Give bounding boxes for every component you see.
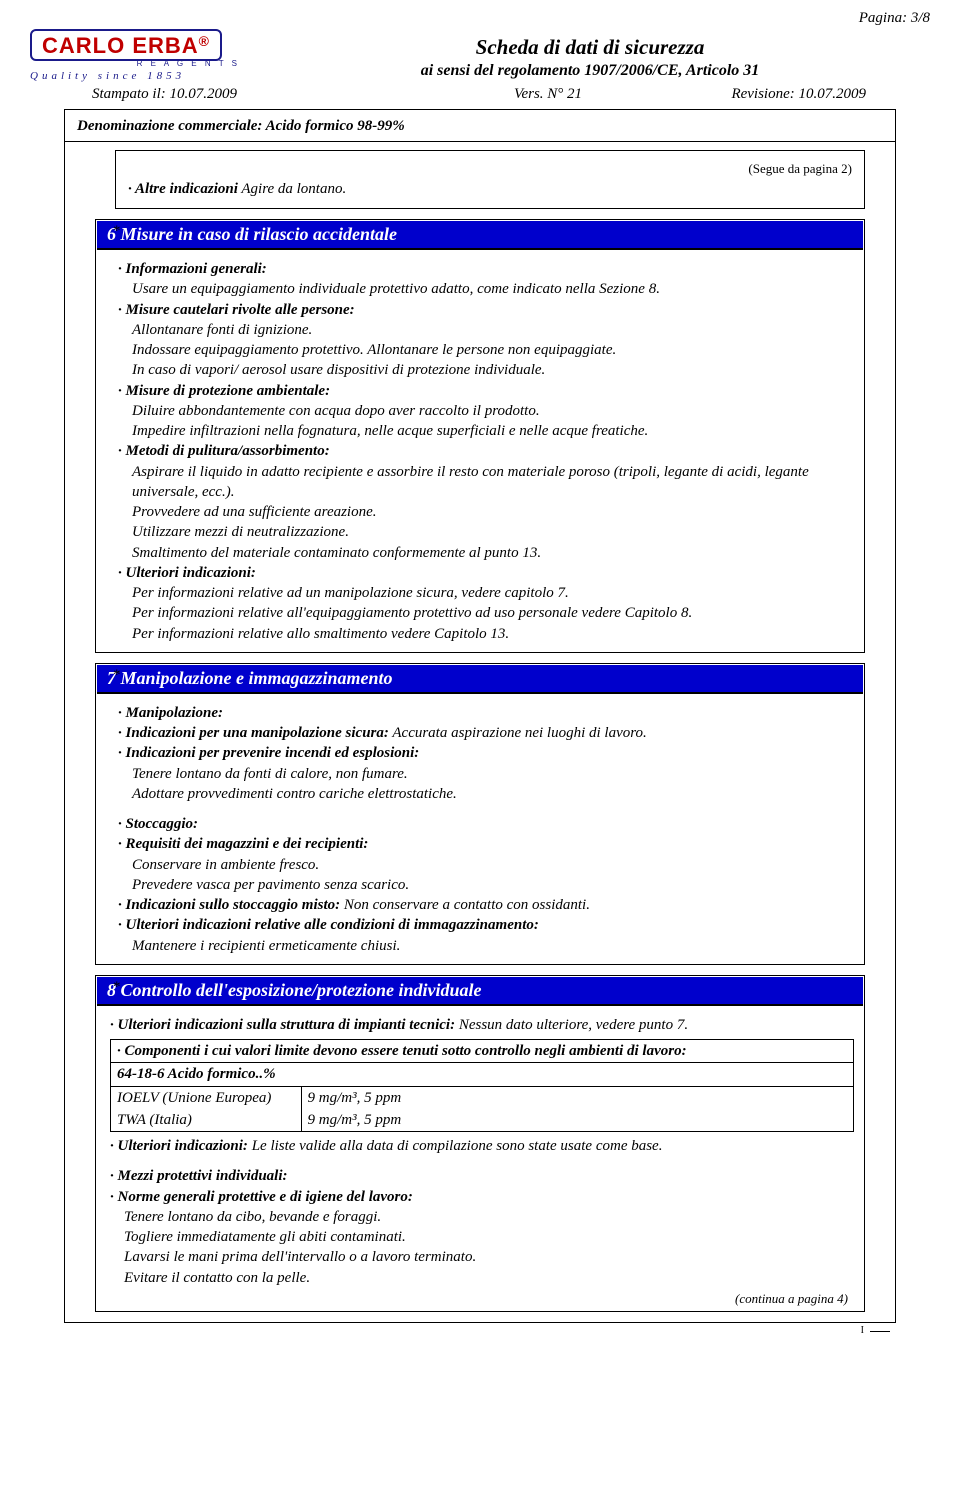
s6-item-line: In caso di vapori/ aerosol usare disposi…	[118, 360, 850, 380]
version: Vers. N° 21	[352, 86, 666, 103]
section-asterisk: *	[113, 223, 121, 240]
header: CARLO ERBA® R E A G E N T S Quality sinc…	[30, 29, 930, 82]
table-row: TWA (Italia) 9 mg/m³, 5 ppm	[111, 1109, 853, 1131]
substance-row: 64-18-6 Acido formico..%	[111, 1063, 853, 1086]
section-8-body: · Ulteriori indicazioni sulla struttura …	[96, 1007, 864, 1312]
printed-date: Stampato il: 10.07.2009	[92, 86, 352, 103]
s7-storage-label: · Stoccaggio:	[118, 816, 198, 832]
s6-item-label: · Misure di protezione ambientale:	[118, 383, 330, 399]
footer-mark: I	[30, 1325, 930, 1336]
s6-item-label: · Metodi di pulitura/assorbimento:	[118, 443, 330, 459]
section-8-header: 8 Controllo dell'esposizione/protezione …	[97, 977, 863, 1006]
limit-label: IOELV (Unione Europea)	[111, 1087, 301, 1109]
continue-to: (continua a pagina 4)	[110, 1288, 854, 1308]
section-8: 8 Controllo dell'esposizione/protezione …	[95, 975, 865, 1313]
s7-mixed-text: Non conservare a contatto con ossidanti.	[340, 897, 590, 913]
s7-safe-label: · Indicazioni per una manipolazione sicu…	[118, 725, 389, 741]
section-6-header: 6 Misure in caso di rilascio accidentale	[97, 221, 863, 250]
s6-item-label: · Informazioni generali:	[118, 261, 267, 277]
s7-req-line: Conservare in ambiente fresco.	[118, 855, 850, 875]
section-6: 6 Misure in caso di rilascio accidentale…	[95, 219, 865, 653]
s6-item-label: · Ulteriori indicazioni:	[118, 565, 256, 581]
meta-row: Stampato il: 10.07.2009 Vers. N° 21 Revi…	[30, 86, 930, 103]
page-number: Pagina: 3/8	[30, 10, 930, 27]
doc-subtitle: ai sensi del regolamento 1907/2006/CE, A…	[250, 62, 930, 80]
s7-fire-label: · Indicazioni per prevenire incendi ed e…	[118, 745, 419, 761]
limit-value: 9 mg/m³, 5 ppm	[301, 1109, 853, 1131]
s7-further-line: Mantenere i recipienti ermeticamente chi…	[118, 936, 850, 956]
s8-norms-line: Tenere lontano da cibo, bevande e foragg…	[110, 1207, 854, 1227]
section-asterisk: *	[113, 979, 121, 996]
continued-from: (Segue da pagina 2)	[128, 161, 852, 177]
s6-item-line: Indossare equipaggiamento protettivo. Al…	[118, 340, 850, 360]
s6-item-line: Usare un equipaggiamento individuale pro…	[118, 279, 850, 299]
s7-fire-line: Tenere lontano da fonti di calore, non f…	[118, 764, 850, 784]
page: Pagina: 3/8 CARLO ERBA® R E A G E N T S …	[0, 0, 960, 1356]
s7-mixed-label: · Indicazioni sullo stoccaggio misto:	[118, 897, 340, 913]
table-row: IOELV (Unione Europea) 9 mg/m³, 5 ppm	[111, 1087, 853, 1109]
limits-table: IOELV (Unione Europea) 9 mg/m³, 5 ppm TW…	[111, 1087, 853, 1132]
exposure-limits-box: · Componenti i cui valori limite devono …	[110, 1039, 854, 1132]
revision-date: Revisione: 10.07.2009	[666, 86, 866, 103]
product-name: Denominazione commerciale: Acido formico…	[65, 118, 895, 142]
s6-item-line: Utilizzare mezzi di neutralizzazione.	[118, 522, 850, 542]
other-indications-text: Agire da lontano.	[238, 181, 346, 197]
s6-item-line: Diluire abbondantemente con acqua dopo a…	[118, 401, 850, 421]
continuation-box: (Segue da pagina 2) · Altre indicazioni …	[115, 150, 865, 209]
s6-item-line: Per informazioni relative all'equipaggia…	[118, 603, 850, 623]
limit-value: 9 mg/m³, 5 ppm	[301, 1087, 853, 1109]
logo-name: CARLO ERBA®	[30, 29, 222, 61]
s6-item-line: Per informazioni relative allo smaltimen…	[118, 624, 850, 644]
s8-norms-line: Evitare il contatto con la pelle.	[110, 1268, 854, 1288]
other-indications-label: · Altre indicazioni	[128, 181, 238, 197]
s6-item-line: Smaltimento del materiale contaminato co…	[118, 543, 850, 563]
logo-block: CARLO ERBA® R E A G E N T S Quality sinc…	[30, 29, 250, 82]
section-7: 7 Manipolazione e immagazzinamento · Man…	[95, 663, 865, 965]
s7-further-label: · Ulteriori indicazioni relative alle co…	[118, 917, 539, 933]
s6-item-line: Impedire infiltrazioni nella fognatura, …	[118, 421, 850, 441]
section-7-header: 7 Manipolazione e immagazzinamento	[97, 665, 863, 694]
s7-req-label: · Requisiti dei magazzini e dei recipien…	[118, 836, 368, 852]
other-indications: · Altre indicazioni Agire da lontano.	[128, 181, 852, 198]
section-6-body: · Informazioni generali: Usare un equipa…	[96, 251, 864, 652]
s6-item-label: · Misure cautelari rivolte alle persone:	[118, 302, 355, 318]
s8-norms-line: Lavarsi le mani prima dell'intervallo o …	[110, 1247, 854, 1267]
s8-ppe-label: · Mezzi protettivi individuali:	[110, 1168, 288, 1184]
s6-item-line: Per informazioni relative ad un manipola…	[118, 583, 850, 603]
s7-handling-label: · Manipolazione:	[118, 705, 223, 721]
content-frame: Denominazione commerciale: Acido formico…	[64, 109, 896, 1323]
limit-label: TWA (Italia)	[111, 1109, 301, 1131]
s8-more-text: Le liste valide alla data di compilazion…	[248, 1138, 663, 1154]
s7-fire-line: Adottare provvedimenti contro cariche el…	[118, 784, 850, 804]
s6-item-line: Aspirare il liquido in adatto recipiente…	[118, 462, 850, 503]
s8-more-label: · Ulteriori indicazioni:	[110, 1138, 248, 1154]
s6-item-line: Allontanare fonti di ignizione.	[118, 320, 850, 340]
s8-tech-label: · Ulteriori indicazioni sulla struttura …	[110, 1017, 455, 1033]
s8-tech-text: Nessun dato ulteriore, vedere punto 7.	[455, 1017, 688, 1033]
s6-item-line: Provvedere ad una sufficiente areazione.	[118, 502, 850, 522]
s8-norms-label: · Norme generali protettive e di igiene …	[110, 1189, 413, 1205]
logo-tagline: Quality since 1853	[30, 70, 250, 82]
section-asterisk: *	[113, 667, 121, 684]
s8-norms-line: Togliere immediatamente gli abiti contam…	[110, 1227, 854, 1247]
s7-req-line: Prevedere vasca per pavimento senza scar…	[118, 875, 850, 895]
components-header: · Componenti i cui valori limite devono …	[111, 1040, 853, 1063]
header-center: Scheda di dati di sicurezza ai sensi del…	[250, 29, 930, 80]
s7-safe-text: Accurata aspirazione nei luoghi di lavor…	[389, 725, 647, 741]
doc-title: Scheda di dati di sicurezza	[250, 35, 930, 60]
section-7-body: · Manipolazione: · Indicazioni per una m…	[96, 695, 864, 964]
